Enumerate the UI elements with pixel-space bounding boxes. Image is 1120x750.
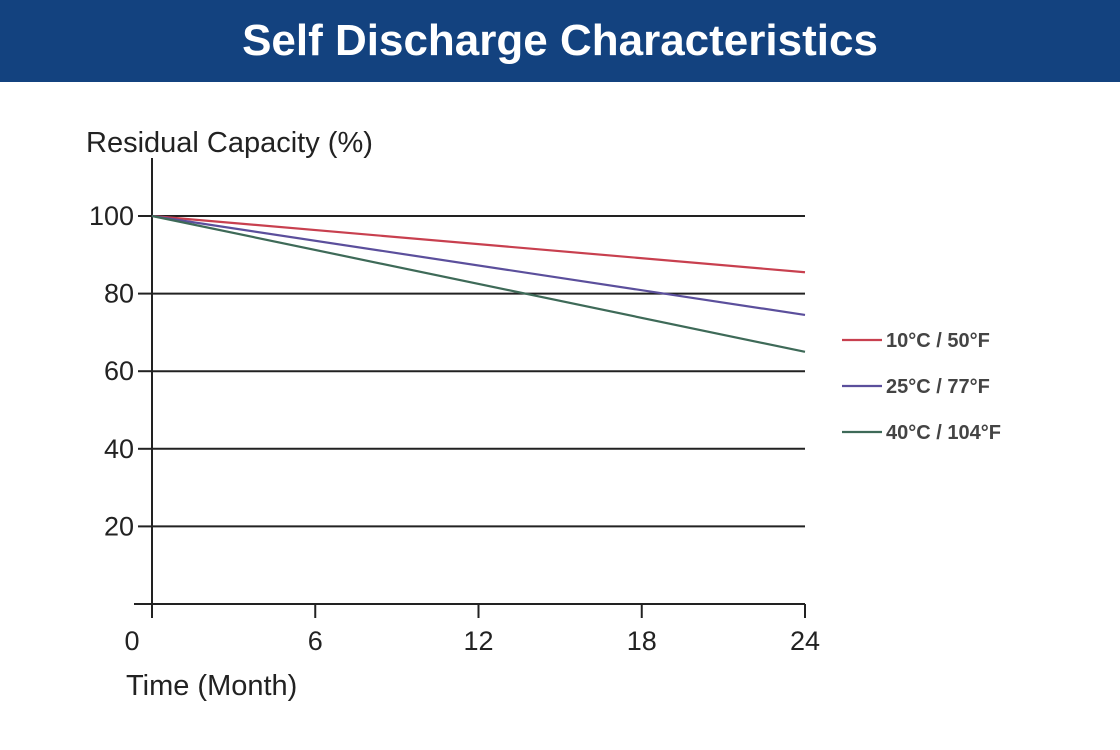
series-line-1 xyxy=(151,214,806,317)
x-tick-label-12: 12 xyxy=(463,626,493,656)
legend-label-2: 40°C / 104°F xyxy=(886,422,1001,444)
x-tick-label-18: 18 xyxy=(627,626,657,656)
y-tick-labels: 20 40 60 80 100 xyxy=(89,201,152,541)
legend-label-1: 25°C / 77°F xyxy=(886,376,990,398)
y-tick-label-60: 60 xyxy=(104,356,134,386)
x-tick-labels: 0 6 12 18 24 xyxy=(124,604,820,656)
x-tick-label-6: 6 xyxy=(308,626,323,656)
series-lines xyxy=(151,214,806,353)
x-tick-label-0: 0 xyxy=(124,626,139,656)
x-tick-label-24: 24 xyxy=(790,626,820,656)
y-tick-label-40: 40 xyxy=(104,434,134,464)
legend: 10°C / 50°F 25°C / 77°F 40°C / 104°F xyxy=(842,330,1001,444)
x-axis-title: Time (Month) xyxy=(126,670,297,702)
y-axis-title: Residual Capacity (%) xyxy=(86,127,373,159)
legend-label-0: 10°C / 50°F xyxy=(886,330,990,352)
y-tick-label-20: 20 xyxy=(104,511,134,541)
y-tick-label-100: 100 xyxy=(89,201,134,231)
series-line-2 xyxy=(151,214,806,353)
axes xyxy=(134,158,805,614)
page-title: Self Discharge Characteristics xyxy=(242,16,878,65)
grid-lines xyxy=(152,215,805,528)
page-header: Self Discharge Characteristics xyxy=(0,0,1120,82)
self-discharge-chart: 20 40 60 80 100 0 6 12 18 24 10°C / 50°F 25°C / 7… xyxy=(86,127,1001,702)
series-line-0 xyxy=(151,214,806,274)
y-tick-label-80: 80 xyxy=(104,279,134,309)
